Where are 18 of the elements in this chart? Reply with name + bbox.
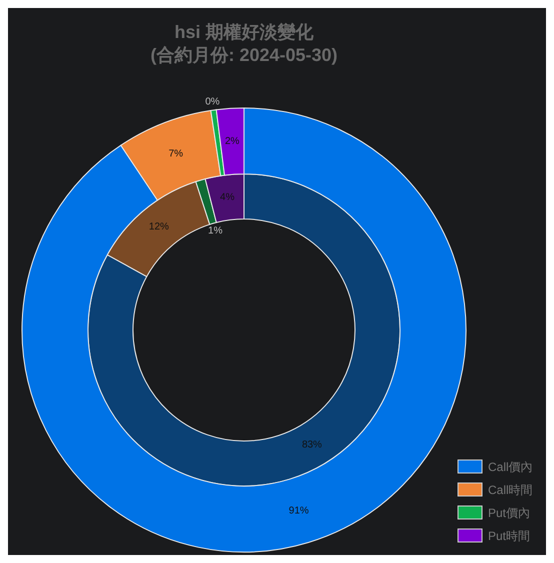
legend-label: Put時間 — [488, 529, 530, 543]
data-label: 4% — [220, 192, 235, 204]
legend-label: Call價內 — [488, 460, 533, 474]
chart-title: hsi 期權好淡變化 — [174, 22, 314, 42]
legend-label: Put價內 — [488, 506, 530, 520]
data-label: 0% — [205, 96, 220, 108]
data-label: 1% — [208, 226, 223, 237]
data-label: 7% — [168, 148, 184, 160]
legend-entry: Put價內 — [458, 506, 530, 520]
data-label: 91% — [288, 505, 309, 516]
data-label: 83% — [302, 439, 322, 450]
chart-subtitle: (合約月份: 2024-05-30) — [150, 45, 338, 65]
data-label: 12% — [148, 222, 170, 233]
legend-label: Call時間 — [488, 483, 533, 497]
legend-entry: Call價內 — [458, 460, 533, 474]
legend-entry: Call時間 — [458, 482, 533, 497]
legend-entry: Put時間 — [458, 528, 530, 543]
data-label: 2% — [224, 136, 240, 147]
